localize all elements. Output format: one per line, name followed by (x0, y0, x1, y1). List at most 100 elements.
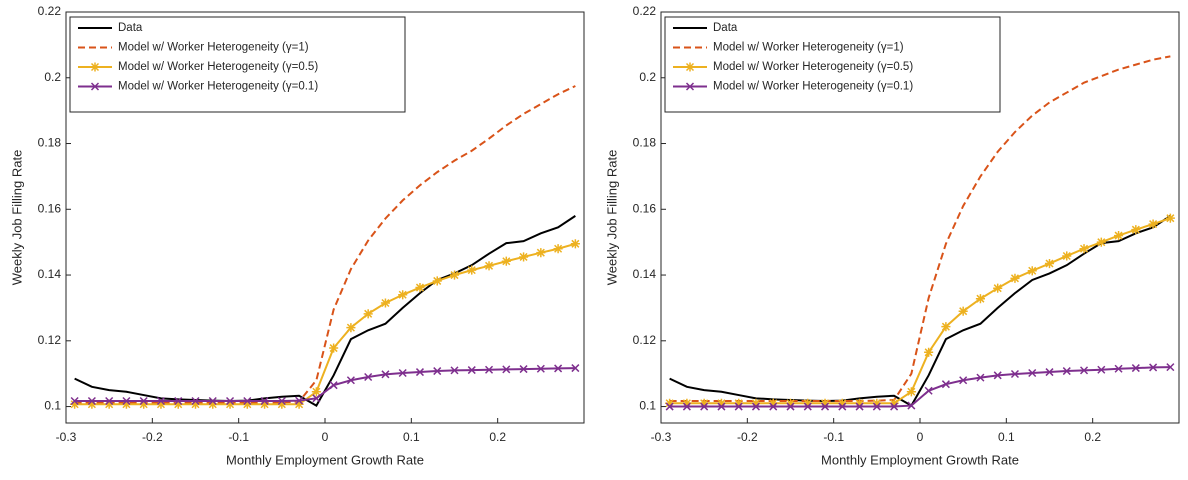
marker (467, 366, 476, 375)
marker (907, 401, 916, 410)
marker (1148, 219, 1158, 229)
marker (501, 256, 511, 266)
marker (1045, 368, 1054, 377)
plot-clip (665, 55, 1175, 411)
marker (716, 398, 726, 408)
marker (700, 402, 709, 411)
x-tick-label: 0 (917, 430, 924, 444)
marker (1096, 237, 1106, 247)
marker (87, 399, 97, 409)
y-tick-label: 0.22 (633, 4, 657, 18)
marker (734, 402, 743, 411)
marker (450, 366, 459, 375)
legend-label: Model w/ Worker Heterogeneity (γ=1) (118, 42, 309, 54)
marker (553, 244, 563, 254)
marker (277, 399, 287, 409)
marker (1027, 266, 1037, 276)
x-tick-label: 0.1 (998, 430, 1015, 444)
marker (433, 367, 442, 376)
marker (941, 380, 950, 389)
marker (260, 399, 270, 409)
marker (364, 372, 373, 381)
marker (838, 402, 847, 411)
legend-label: Data (713, 22, 738, 34)
x-tick-label: -0.3 (651, 430, 672, 444)
y-tick-label: 0.2 (44, 70, 61, 84)
x-axis-label: Monthly Employment Growth Rate (821, 452, 1019, 467)
marker (1062, 367, 1071, 376)
marker (1165, 213, 1175, 223)
marker (924, 347, 934, 357)
marker (1079, 244, 1089, 254)
marker (1028, 368, 1037, 378)
marker (329, 343, 339, 353)
marker (173, 399, 183, 409)
series-line (74, 85, 576, 404)
y-tick-label: 0.1 (44, 399, 61, 413)
y-axis-label: Weekly Job Filling Rate (604, 150, 619, 286)
marker (976, 373, 985, 382)
marker (295, 396, 304, 405)
x-tick-label: -0.1 (823, 430, 844, 444)
marker (699, 398, 709, 408)
marker (432, 276, 442, 286)
marker (768, 398, 778, 408)
marker (1131, 225, 1141, 235)
marker (208, 396, 217, 406)
y-tick-label: 0.18 (633, 136, 657, 150)
marker (226, 396, 235, 406)
marker (570, 239, 580, 249)
y-tick-label: 0.12 (633, 333, 657, 347)
x-tick-label: 0.1 (403, 430, 420, 444)
marker (467, 265, 477, 275)
marker (1062, 251, 1072, 261)
marker (70, 399, 80, 409)
marker (242, 399, 252, 409)
marker (363, 309, 373, 319)
marker (156, 399, 166, 409)
marker (90, 62, 100, 72)
marker (208, 399, 218, 409)
y-tick-label: 0.14 (38, 267, 62, 281)
marker (104, 399, 114, 409)
marker (1044, 258, 1055, 269)
y-tick-label: 0.16 (633, 201, 657, 215)
x-tick-label: 0.2 (489, 430, 506, 444)
marker (837, 398, 847, 408)
legend-box (664, 16, 1001, 113)
marker (90, 82, 100, 91)
marker (975, 294, 985, 304)
marker (717, 402, 726, 411)
marker (682, 398, 692, 408)
marker (70, 396, 79, 406)
marker (769, 402, 778, 411)
marker (260, 396, 269, 406)
marker (415, 282, 425, 293)
marker (993, 371, 1002, 380)
marker (889, 398, 899, 408)
marker (751, 402, 760, 411)
marker (1079, 366, 1089, 375)
marker (139, 396, 148, 406)
marker (1010, 369, 1020, 379)
y-tick-label: 0.14 (633, 267, 657, 281)
legend-label: Model w/ Worker Heterogeneity (γ=0.1) (118, 81, 318, 93)
marker (820, 398, 830, 408)
series-line (74, 367, 576, 402)
marker (174, 396, 183, 406)
marker (1149, 363, 1158, 372)
marker (958, 306, 968, 316)
marker (519, 365, 528, 374)
marker (484, 261, 494, 271)
marker (329, 381, 338, 390)
y-tick-label: 0.16 (38, 201, 62, 215)
axes-box (660, 11, 1180, 424)
marker (121, 399, 131, 409)
y-tick-label: 0.22 (38, 4, 62, 18)
legend-label: Model w/ Worker Heterogeneity (γ=1) (713, 42, 904, 54)
marker (1114, 231, 1124, 241)
x-tick-label: -0.1 (228, 430, 249, 444)
marker (536, 364, 545, 373)
marker (398, 290, 408, 300)
y-tick-label: 0.18 (38, 136, 62, 150)
